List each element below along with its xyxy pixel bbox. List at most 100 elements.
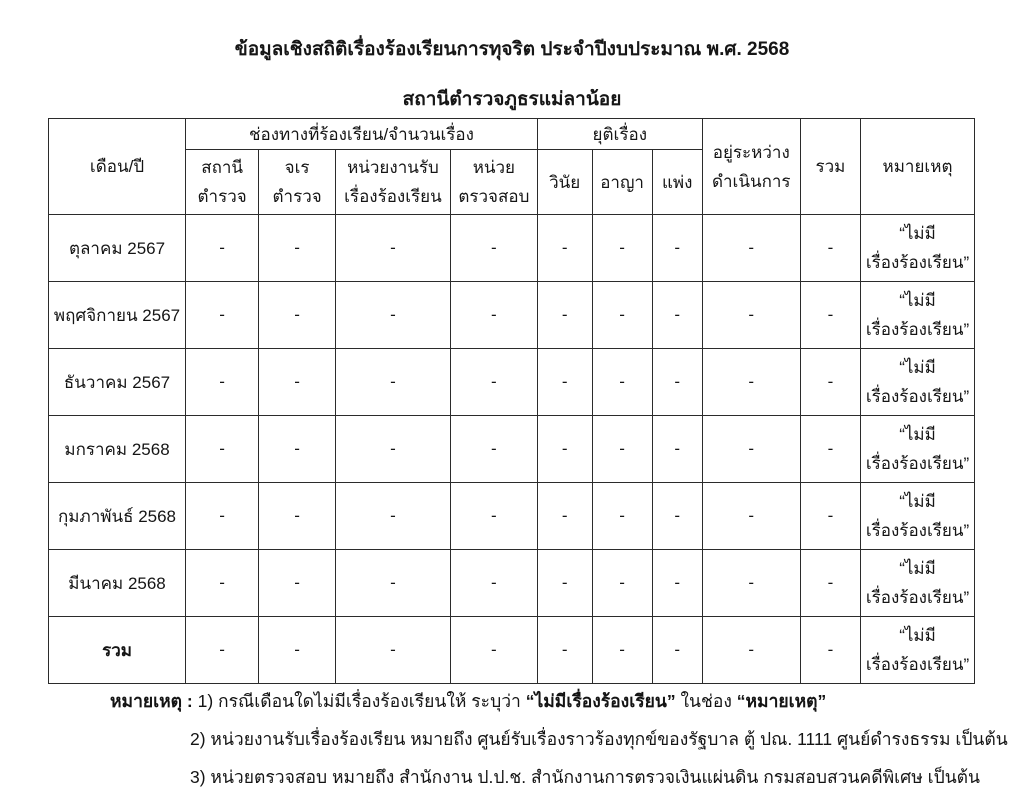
value-cell: - [536,348,593,416]
remark-line1: “ไม่มี [899,492,936,511]
value-cell: - [258,281,337,349]
remark-line1: “ไม่มี [899,291,936,310]
value-cell: - [799,549,862,617]
value-cell: - [799,281,862,349]
value-cell: - [335,482,451,550]
value-cell: - [799,214,862,282]
value-cell: - [258,348,337,416]
value-cell: - [335,214,451,282]
value-cell: - [536,482,593,550]
remark-line2: เรื่องร้องเรียน” [865,588,970,607]
value-cell: - [185,549,260,617]
table-row-february: กุมภาพันธ์ 2568 - - - - - - - - - “ไม่มี… [47,482,975,550]
header-text: ตำรวจ [272,187,322,206]
remark-line2: เรื่องร้องเรียน” [865,655,970,674]
value-cell: - [258,415,337,483]
value-cell: - [335,616,451,684]
value-cell: - [651,348,703,416]
value-cell: - [591,482,653,550]
value-cell: - [701,415,801,483]
footnotes: หมายเหตุ : 1) กรณีเดือนใดไม่มีเรื่องร้อง… [110,682,1008,796]
remark-line2: เรื่องร้องเรียน” [865,521,970,540]
value-cell: - [651,549,703,617]
value-cell: - [449,415,538,483]
header-text: หน่วยงานรับ [347,158,439,177]
value-cell: - [185,415,260,483]
month-cell: ธันวาคม 2567 [47,348,187,416]
header-text: จเร [284,158,310,177]
value-cell: - [449,214,538,282]
value-cell: - [701,616,801,684]
value-cell: - [701,281,801,349]
value-cell: - [449,482,538,550]
remark-line2: เรื่องร้องเรียน” [865,387,970,406]
remark-line2: เรื่องร้องเรียน” [865,454,970,473]
header-channel-audit-unit: หน่วย ตรวจสอบ [449,149,538,215]
value-cell: - [701,549,801,617]
value-cell: - [258,214,337,282]
footnote-2: 2) หน่วยงานรับเรื่องร้องเรียน หมายถึง ศู… [190,729,1008,749]
total-label-cell: รวม [47,616,187,684]
month-cell: ตุลาคม 2567 [47,214,187,282]
value-cell: - [449,281,538,349]
header-in-progress-line1: อยู่ระหว่าง [712,142,790,162]
header-row-subcolumns: สถานี ตำรวจ จเร ตำรวจ หน่วยงานรับ เรื่อง… [49,149,975,215]
remark-cell: “ไม่มี เรื่องร้องเรียน” [860,549,975,617]
header-text: เรื่องร้องเรียน [344,187,442,206]
value-cell: - [258,616,337,684]
value-cell: - [799,415,862,483]
header-total: รวม [799,118,862,215]
value-cell: - [651,482,703,550]
header-row-groups: เดือน/ปี ช่องทางที่ร้องเรียน/จำนวนเรื่อง… [47,118,975,215]
remark-line2: เรื่องร้องเรียน” [865,320,970,339]
value-cell: - [591,549,653,617]
header-channel-inspector-general: จเร ตำรวจ [258,149,337,215]
header-conclusion-disciplinary: วินัย [536,149,593,215]
value-cell: - [799,348,862,416]
table-row-october: ตุลาคม 2567 - - - - - - - - - “ไม่มี เรื… [47,214,975,282]
header-channel-group: ช่องทางที่ร้องเรียน/จำนวนเรื่อง [185,118,538,150]
remark-line1: “ไม่มี [899,425,936,444]
value-cell: - [185,214,260,282]
value-cell: - [185,616,260,684]
complaint-statistics-table: เดือน/ปี ช่องทางที่ร้องเรียน/จำนวนเรื่อง… [47,118,975,684]
value-cell: - [449,616,538,684]
value-cell: - [651,415,703,483]
header-text: สถานี [201,158,244,177]
footnote-1-text: 1) กรณีเดือนใดไม่มีเรื่องร้องเรียนให้ ระ… [192,691,526,711]
value-cell: - [536,281,593,349]
value-cell: - [701,348,801,416]
remark-line1: “ไม่มี [899,224,936,243]
value-cell: - [701,214,801,282]
remark-cell: “ไม่มี เรื่องร้องเรียน” [860,616,975,684]
value-cell: - [536,214,593,282]
value-cell: - [449,348,538,416]
table-row-december: ธันวาคม 2567 - - - - - - - - - “ไม่มี เร… [47,348,975,416]
table-row-total: รวม - - - - - - - - - “ไม่มี เรื่องร้องเ… [47,616,975,684]
header-text: ตำรวจ [197,187,247,206]
table-row-january: มกราคม 2568 - - - - - - - - - “ไม่มี เรื… [47,415,975,483]
value-cell: - [335,549,451,617]
value-cell: - [258,549,337,617]
footnote-1-text-mid: ในช่อง [675,691,737,711]
value-cell: - [651,214,703,282]
value-cell: - [185,281,260,349]
header-in-progress-line2: ดำเนินการ [711,171,791,191]
remark-line1: “ไม่มี [899,559,936,578]
header-channel-complaint-agency: หน่วยงานรับ เรื่องร้องเรียน [335,149,451,215]
value-cell: - [799,482,862,550]
remark-line1: “ไม่มี [899,358,936,377]
month-cell: กุมภาพันธ์ 2568 [47,482,187,550]
value-cell: - [536,415,593,483]
document-subtitle: สถานีตำรวจภูธรแม่ลาน้อย [402,89,622,110]
table-row-november: พฤศจิกายน 2567 - - - - - - - - - “ไม่มี … [47,281,975,349]
value-cell: - [591,281,653,349]
footnote-1: หมายเหตุ : 1) กรณีเดือนใดไม่มีเรื่องร้อง… [110,682,970,720]
value-cell: - [185,482,260,550]
header-text: หน่วย [472,158,516,177]
value-cell: - [591,415,653,483]
remark-cell: “ไม่มี เรื่องร้องเรียน” [860,348,975,416]
value-cell: - [701,482,801,550]
header-conclusion-group: ยุติเรื่อง [536,118,703,150]
